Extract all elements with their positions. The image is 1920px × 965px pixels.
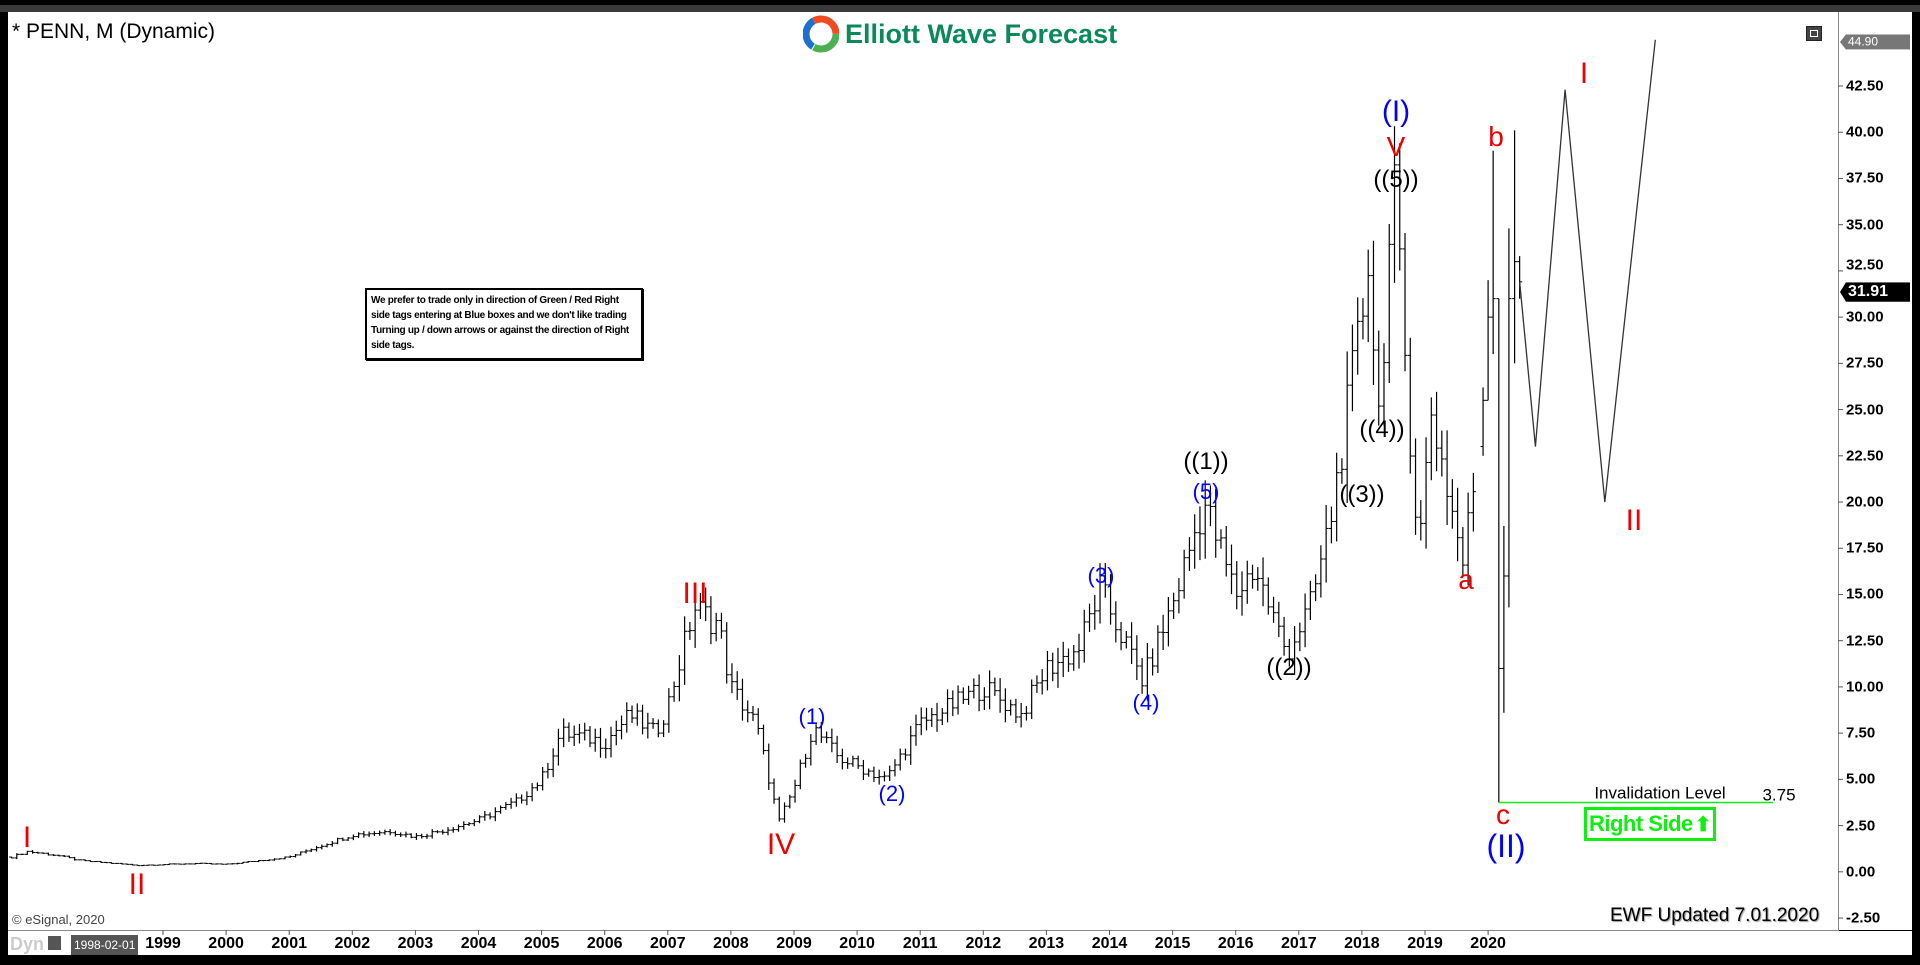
x-tick-label: 2003 bbox=[397, 935, 434, 952]
wave-label: (1) bbox=[798, 704, 826, 729]
wave-label: (2) bbox=[878, 781, 906, 806]
x-tick-label: 2007 bbox=[650, 935, 686, 952]
right-side-label: Right Side bbox=[1588, 811, 1693, 836]
x-tick-label: 2020 bbox=[1470, 935, 1506, 952]
wave-label: I bbox=[1579, 57, 1589, 90]
arrow-up-icon: ⬆ bbox=[1694, 813, 1712, 836]
y-tick-label: 30.00 bbox=[1846, 308, 1884, 326]
wave-label: ((2)) bbox=[1266, 654, 1312, 681]
x-tick-label: 2005 bbox=[523, 935, 560, 952]
y-tick-label: 0.00 bbox=[1846, 863, 1876, 881]
lock-icon[interactable] bbox=[48, 936, 61, 950]
x-tick-label: 2002 bbox=[334, 935, 371, 952]
wave-label: b bbox=[1488, 121, 1504, 152]
y-tick-label: 10.00 bbox=[1846, 678, 1884, 696]
x-tick-label: 2006 bbox=[586, 935, 623, 952]
price-axis[interactable] bbox=[1839, 12, 1912, 930]
x-tick-label: 2001 bbox=[271, 935, 307, 952]
x-tick-label: 2012 bbox=[965, 935, 1002, 952]
y-tick-label: 22.50 bbox=[1846, 447, 1884, 465]
y-tick-label: 42.50 bbox=[1846, 77, 1884, 95]
wave-label: (I) bbox=[1381, 95, 1411, 128]
x-tick-label: 2014 bbox=[1091, 935, 1128, 952]
updated-stamp: EWF Updated 7.01.2020 bbox=[1610, 905, 1820, 926]
symbol-title: * PENN, M (Dynamic) bbox=[12, 20, 216, 43]
wave-label: a bbox=[1458, 564, 1474, 595]
y-tick-label: 25.00 bbox=[1846, 401, 1884, 419]
x-tick-label: 2013 bbox=[1028, 935, 1065, 952]
wave-label: IV bbox=[766, 828, 796, 861]
y-tick-label: 27.50 bbox=[1846, 354, 1884, 372]
y-tick-label: 20.00 bbox=[1846, 493, 1884, 511]
y-tick-label: 17.50 bbox=[1846, 539, 1884, 557]
wave-label: II bbox=[128, 868, 146, 901]
y-tick-label: 32.50 bbox=[1846, 256, 1884, 274]
y-tick-label: 40.00 bbox=[1846, 123, 1884, 141]
window-titlebar bbox=[0, 5, 1920, 12]
trading-note: We prefer to trade only in direction of … bbox=[365, 288, 643, 360]
y-tick-label: 7.50 bbox=[1846, 724, 1876, 742]
y-tick-label: 35.00 bbox=[1846, 216, 1884, 234]
wave-label: II bbox=[1625, 504, 1643, 537]
wave-label: ((3)) bbox=[1339, 481, 1385, 508]
logo: Elliott Wave Forecast bbox=[803, 15, 1117, 53]
projection-path bbox=[1519, 39, 1656, 503]
restore-window-icon[interactable] bbox=[1806, 26, 1822, 41]
logo-text: Elliott Wave Forecast bbox=[845, 18, 1118, 49]
y-tick-label: 37.50 bbox=[1846, 169, 1884, 187]
x-tick-label: 2004 bbox=[460, 935, 497, 952]
wave-label: III bbox=[682, 577, 708, 610]
cursor-date: 1998-02-01 bbox=[71, 935, 139, 955]
x-tick-label: 2019 bbox=[1407, 935, 1443, 952]
x-tick-label: 2015 bbox=[1154, 935, 1191, 952]
copyright: © eSignal, 2020 bbox=[12, 912, 105, 927]
wave-label: V bbox=[1386, 131, 1406, 162]
x-tick-label: 2011 bbox=[902, 935, 938, 952]
y-tick-label: 15.00 bbox=[1846, 585, 1884, 603]
wave-label: c bbox=[1496, 799, 1510, 830]
wave-label: ((5)) bbox=[1373, 166, 1419, 193]
x-tick-label: 2016 bbox=[1217, 935, 1254, 952]
wave-label: (5) bbox=[1192, 479, 1220, 504]
y-tick-label: 5.00 bbox=[1846, 770, 1876, 788]
wave-label: (II) bbox=[1486, 828, 1526, 864]
time-axis[interactable] bbox=[8, 931, 1912, 955]
y-tick-label: 12.50 bbox=[1846, 632, 1884, 650]
x-tick-label: 2017 bbox=[1281, 935, 1317, 952]
last-price-badge: 31.91 bbox=[1840, 282, 1910, 302]
wave-label: (3) bbox=[1087, 563, 1115, 588]
wave-label: ((4)) bbox=[1359, 416, 1405, 443]
price-plot-area[interactable] bbox=[8, 12, 1839, 931]
right-side-tag: Right Side ⬆ bbox=[1584, 807, 1716, 841]
wave-label: I bbox=[22, 821, 32, 854]
wave-label: (4) bbox=[1132, 690, 1160, 715]
dynamic-label[interactable]: Dyn bbox=[10, 934, 45, 954]
y-tick-label: 2.50 bbox=[1846, 817, 1876, 835]
x-tick-label: 2008 bbox=[713, 935, 749, 952]
logo-icon bbox=[803, 15, 839, 53]
wave-label: ((1)) bbox=[1183, 448, 1229, 475]
invalidation-value: 3.75 bbox=[1762, 785, 1796, 805]
x-tick-label: 2009 bbox=[776, 935, 812, 952]
x-tick-label: 2010 bbox=[839, 935, 875, 952]
x-tick-label: 2000 bbox=[208, 935, 244, 952]
x-tick-label: 1999 bbox=[145, 935, 181, 952]
invalidation-label: Invalidation Level bbox=[1594, 783, 1726, 803]
x-tick-label: 2018 bbox=[1344, 935, 1380, 952]
y-tick-label: -2.50 bbox=[1846, 909, 1881, 927]
top-price-badge: 44.90 bbox=[1840, 34, 1910, 50]
